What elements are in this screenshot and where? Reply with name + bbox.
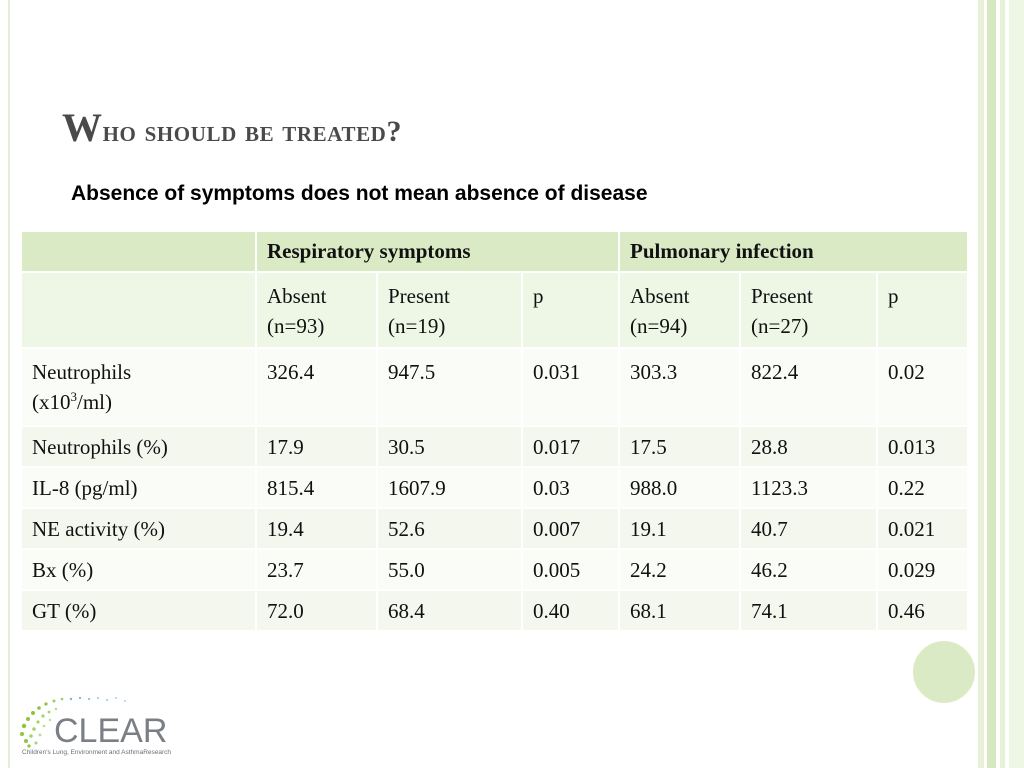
table-row: Neutrophils (x103/ml) 326.4 947.5 0.031 3… xyxy=(20,347,970,427)
subheader-line1: Present xyxy=(751,284,813,308)
row-label: Neutrophils (x103/ml) xyxy=(20,347,257,427)
row-label-pre: (x10 xyxy=(32,390,71,414)
subheader-line1: Present xyxy=(388,284,450,308)
subheader-cell: p xyxy=(521,271,620,349)
slide-title: Who should be treated? xyxy=(62,105,403,150)
row-label-post: /ml) xyxy=(77,390,112,414)
table-cell: 55.0 xyxy=(376,548,523,591)
row-label-line1: Neutrophils xyxy=(32,360,132,384)
table-cell: 0.005 xyxy=(521,548,620,591)
table-cell: 988.0 xyxy=(618,466,741,509)
table-row: IL-8 (pg/ml) 815.4 1607.9 0.03 988.0 112… xyxy=(20,466,970,509)
table-row: GT (%) 72.0 68.4 0.40 68.1 74.1 0.46 xyxy=(20,589,970,632)
table-row: Neutrophils (%) 17.9 30.5 0.017 17.5 28.… xyxy=(20,425,970,468)
subheader-cell-empty xyxy=(20,271,257,349)
table-cell: 0.007 xyxy=(521,507,620,550)
table-cell: 0.02 xyxy=(875,347,970,427)
table-cell: 0.46 xyxy=(875,589,970,632)
logo-wordmark: CLEAR xyxy=(54,712,167,750)
subheader-line1: p xyxy=(888,284,899,308)
right-stripe xyxy=(987,0,996,768)
results-table: Respiratory symptoms Pulmonary infection… xyxy=(20,230,970,632)
right-stripe xyxy=(1000,0,1005,768)
table-cell: 1123.3 xyxy=(739,466,878,509)
subheader-cell: Present (n=27) xyxy=(739,271,878,349)
left-border-line xyxy=(8,0,10,768)
logo-dots-icon xyxy=(20,696,126,748)
group-header-respiratory: Respiratory symptoms xyxy=(255,230,620,273)
table-cell: 19.1 xyxy=(618,507,741,550)
table-cell: 52.6 xyxy=(376,507,523,550)
table-cell: 74.1 xyxy=(739,589,878,632)
row-label: IL-8 (pg/ml) xyxy=(20,466,257,509)
header-cell-empty xyxy=(20,230,257,273)
table-cell: 24.2 xyxy=(618,548,741,591)
table-cell: 0.017 xyxy=(521,425,620,468)
table-cell: 0.22 xyxy=(875,466,970,509)
table-row: Bx (%) 23.7 55.0 0.005 24.2 46.2 0.029 xyxy=(20,548,970,591)
table-cell: 30.5 xyxy=(376,425,523,468)
table-row: NE activity (%) 19.4 52.6 0.007 19.1 40.… xyxy=(20,507,970,550)
table-cell: 40.7 xyxy=(739,507,878,550)
table-cell: 17.5 xyxy=(618,425,741,468)
subheader-cell: Present (n=19) xyxy=(376,271,523,349)
row-label: NE activity (%) xyxy=(20,507,257,550)
table-cell: 68.1 xyxy=(618,589,741,632)
table-cell: 0.029 xyxy=(875,548,970,591)
table-cell: 72.0 xyxy=(255,589,378,632)
table-cell: 46.2 xyxy=(739,548,878,591)
table-cell: 1607.9 xyxy=(376,466,523,509)
table-cell: 0.031 xyxy=(521,347,620,427)
subheader-cell: Absent (n=94) xyxy=(618,271,741,349)
subheader-line1: p xyxy=(533,284,544,308)
table-cell: 28.8 xyxy=(739,425,878,468)
table-cell: 326.4 xyxy=(255,347,378,427)
table-cell: 947.5 xyxy=(376,347,523,427)
table-cell: 0.013 xyxy=(875,425,970,468)
group-header-pulmonary: Pulmonary infection xyxy=(617,230,970,273)
table-cell: 815.4 xyxy=(255,466,378,509)
right-stripe xyxy=(1009,0,1024,768)
subheader-line1: Absent xyxy=(267,284,327,308)
row-label: Neutrophils (%) xyxy=(20,425,257,468)
subheader-line2: (n=94) xyxy=(630,314,688,338)
table-cell: 23.7 xyxy=(255,548,378,591)
slide-subtitle: Absence of symptoms does not mean absenc… xyxy=(71,182,648,205)
group-header-row: Respiratory symptoms Pulmonary infection xyxy=(20,230,970,273)
row-label: Bx (%) xyxy=(20,548,257,591)
logo-tagline: Children's Lung, Environment and AsthmaR… xyxy=(22,749,171,756)
table-cell: 0.021 xyxy=(875,507,970,550)
clear-logo: CLEAR Children's Lung, Environment and A… xyxy=(20,696,171,756)
subheader-line1: Absent xyxy=(630,284,690,308)
subheader-cell: Absent (n=93) xyxy=(255,271,378,349)
table-cell: 822.4 xyxy=(739,347,878,427)
subheader-line2: (n=27) xyxy=(751,314,809,338)
table-cell: 303.3 xyxy=(618,347,741,427)
table-cell: 17.9 xyxy=(255,425,378,468)
row-label: GT (%) xyxy=(20,589,257,632)
table-cell: 68.4 xyxy=(376,589,523,632)
row-label-sup: 3 xyxy=(70,389,78,404)
decorative-circle xyxy=(913,641,975,703)
subheader-line2: (n=93) xyxy=(267,314,325,338)
right-stripe xyxy=(978,0,984,768)
subheader-row: Absent (n=93) Present (n=19) p Absent (n=94… xyxy=(20,271,970,349)
table-cell: 19.4 xyxy=(255,507,378,550)
subheader-line2: (n=19) xyxy=(388,314,446,338)
table-cell: 0.40 xyxy=(521,589,620,632)
table-cell: 0.03 xyxy=(521,466,620,509)
subheader-cell: p xyxy=(875,271,970,349)
